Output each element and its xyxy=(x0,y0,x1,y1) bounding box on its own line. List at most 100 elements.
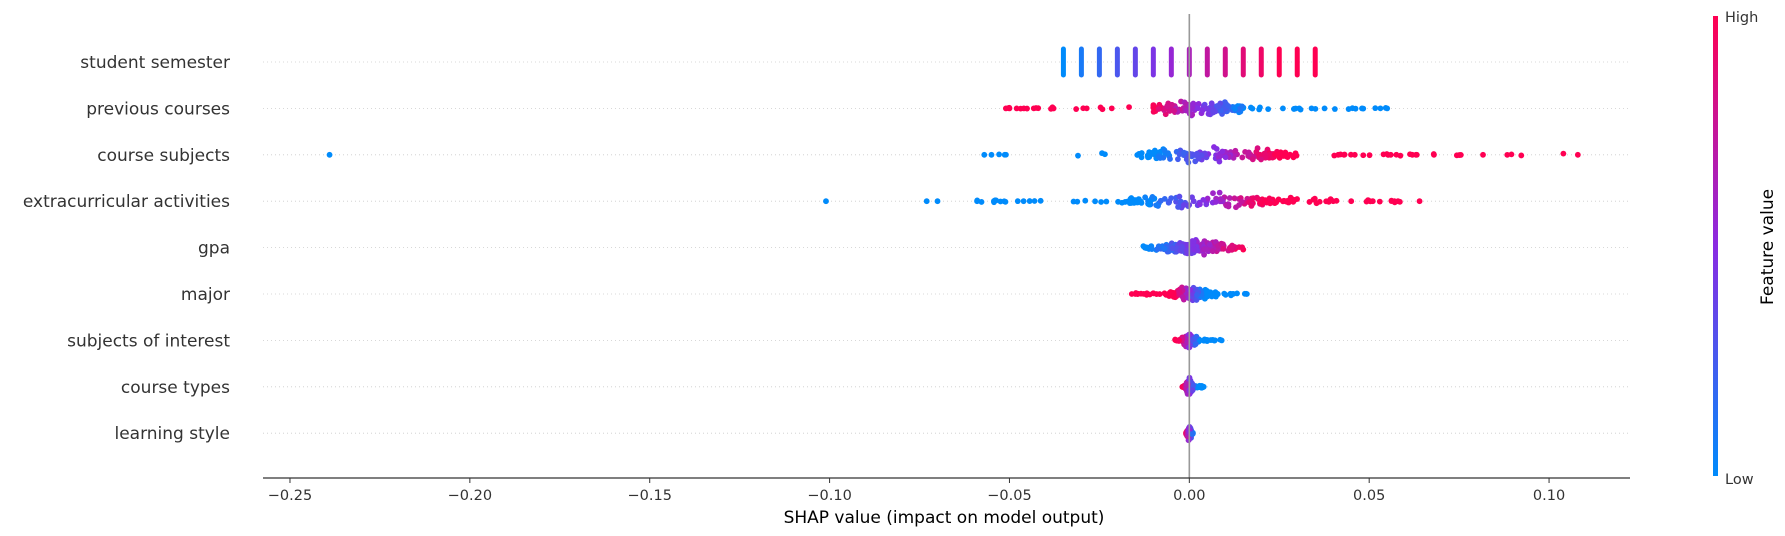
data-point xyxy=(1395,198,1401,205)
data-point xyxy=(1189,387,1196,394)
x-tick-label: −0.15 xyxy=(627,488,671,504)
data-point xyxy=(1239,244,1246,251)
data-point xyxy=(1256,106,1263,113)
data-point xyxy=(1149,194,1156,200)
data-point xyxy=(1161,245,1168,252)
data-point xyxy=(1341,151,1347,158)
data-point xyxy=(1165,248,1172,255)
data-point xyxy=(1210,108,1216,114)
data-point xyxy=(1236,202,1242,208)
data-point xyxy=(1297,106,1304,113)
data-point xyxy=(1098,199,1104,205)
data-point xyxy=(996,151,1002,158)
x-tick-label: −0.20 xyxy=(448,488,492,504)
data-point xyxy=(1222,154,1229,161)
data-point xyxy=(1366,152,1373,159)
data-point xyxy=(1308,105,1315,112)
data-point xyxy=(823,198,829,205)
x-tick-label: −0.25 xyxy=(268,488,312,504)
data-point xyxy=(1183,247,1190,254)
data-point xyxy=(1154,246,1161,253)
data-point xyxy=(1206,241,1213,248)
x-tick-label: 0.00 xyxy=(1173,488,1205,504)
feature-label: gpa xyxy=(198,239,230,259)
data-point xyxy=(1218,240,1225,247)
x-tick-label: 0.10 xyxy=(1533,488,1565,504)
data-points xyxy=(326,46,1581,444)
data-point xyxy=(1006,105,1013,112)
data-point xyxy=(1197,337,1203,344)
data-point xyxy=(1508,151,1515,158)
data-point xyxy=(1247,104,1254,111)
colorbar-title: Feature value xyxy=(1758,189,1778,305)
data-point xyxy=(1020,105,1027,112)
data-point xyxy=(1037,197,1044,204)
data-point xyxy=(1348,198,1355,205)
data-point xyxy=(1480,151,1486,158)
data-point xyxy=(1138,290,1144,297)
data-point xyxy=(1030,105,1037,112)
data-point xyxy=(1161,147,1168,154)
x-axis-title: SHAP value (impact on model output) xyxy=(784,508,1105,528)
data-point xyxy=(934,198,941,205)
data-point xyxy=(1283,198,1290,205)
x-axis: −0.25 −0.20 −0.15 −0.10 −0.05 0.00 0.05 0.10 xyxy=(263,477,1630,504)
data-point xyxy=(1167,156,1173,162)
data-point xyxy=(1208,100,1215,107)
data-point xyxy=(1431,151,1437,158)
data-point xyxy=(1239,154,1246,161)
data-point xyxy=(1292,150,1299,157)
feature-label: extracurricular activities xyxy=(23,192,230,212)
data-point xyxy=(1189,238,1196,244)
feature-label: course subjects xyxy=(97,146,230,166)
data-point xyxy=(1148,246,1155,253)
data-point xyxy=(1080,105,1087,112)
data-point xyxy=(1092,198,1098,205)
data-point xyxy=(1352,105,1359,112)
data-point xyxy=(1323,198,1330,205)
data-point xyxy=(1218,337,1225,344)
data-point xyxy=(1384,105,1391,112)
data-point xyxy=(1560,150,1567,157)
feature-label: learning style xyxy=(114,424,230,444)
data-point xyxy=(997,198,1004,205)
data-point xyxy=(974,198,980,205)
data-point xyxy=(1026,198,1033,204)
colorbar-gradient xyxy=(1713,16,1718,476)
data-point xyxy=(1232,106,1238,112)
feature-labels: student semester previous courses course s… xyxy=(23,53,230,444)
data-point xyxy=(1168,195,1175,202)
data-point xyxy=(1136,151,1142,157)
data-point xyxy=(1070,198,1077,205)
data-point xyxy=(1211,337,1218,344)
data-point xyxy=(1574,151,1581,158)
colorbar-high-label: High xyxy=(1725,10,1758,26)
data-point xyxy=(1273,199,1280,206)
data-point xyxy=(1164,103,1171,110)
data-point xyxy=(1387,151,1394,158)
data-point xyxy=(1504,151,1511,158)
data-point xyxy=(1330,198,1337,205)
data-point xyxy=(1217,196,1224,202)
data-point xyxy=(1190,100,1197,107)
data-point xyxy=(1099,150,1105,157)
data-point xyxy=(1179,294,1186,301)
data-point xyxy=(1215,103,1222,110)
data-point xyxy=(1183,107,1190,114)
data-point xyxy=(1197,201,1203,208)
data-point xyxy=(1331,106,1338,112)
data-point xyxy=(1231,195,1238,202)
data-point xyxy=(1376,198,1383,205)
colorbar: High Low Feature value xyxy=(1713,10,1778,488)
data-point xyxy=(1198,152,1205,159)
data-point xyxy=(1203,105,1210,112)
data-point xyxy=(1331,152,1338,159)
data-point xyxy=(1229,291,1236,297)
data-point xyxy=(1180,201,1187,208)
data-point xyxy=(1213,146,1220,152)
data-point xyxy=(1204,195,1211,202)
data-point xyxy=(923,198,930,205)
data-point xyxy=(1267,200,1274,207)
data-point xyxy=(1225,103,1232,109)
data-point xyxy=(1288,196,1295,203)
